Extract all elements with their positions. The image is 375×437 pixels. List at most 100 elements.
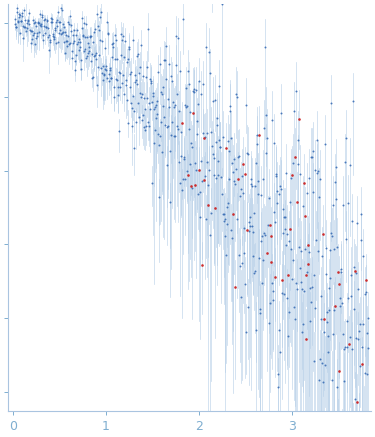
Point bbox=[138, 42, 144, 49]
Point bbox=[95, 63, 101, 70]
Point bbox=[285, 333, 291, 340]
Point bbox=[222, 215, 228, 222]
Point bbox=[356, 327, 362, 334]
Point bbox=[239, 173, 245, 180]
Point bbox=[193, 87, 199, 94]
Point bbox=[15, 17, 21, 24]
Point bbox=[108, 75, 114, 82]
Point bbox=[45, 24, 51, 31]
Point bbox=[47, 37, 53, 44]
Point bbox=[113, 76, 119, 83]
Point bbox=[209, 142, 215, 149]
Point bbox=[276, 191, 282, 198]
Point bbox=[123, 76, 129, 83]
Point bbox=[209, 128, 214, 135]
Point bbox=[171, 133, 177, 140]
Point bbox=[69, 48, 75, 55]
Point bbox=[183, 103, 189, 110]
Point bbox=[156, 141, 162, 148]
Point bbox=[143, 73, 149, 80]
Point bbox=[86, 48, 92, 55]
Point bbox=[267, 300, 273, 307]
Point bbox=[30, 31, 36, 38]
Point bbox=[178, 153, 184, 160]
Point bbox=[77, 38, 83, 45]
Point bbox=[185, 68, 191, 75]
Point bbox=[20, 13, 26, 20]
Point bbox=[305, 242, 311, 249]
Point bbox=[162, 56, 168, 63]
Point bbox=[48, 15, 54, 22]
Point bbox=[54, 23, 60, 30]
Point bbox=[177, 180, 183, 187]
Point bbox=[124, 120, 130, 127]
Point bbox=[224, 220, 230, 227]
Point bbox=[242, 281, 248, 288]
Point bbox=[278, 110, 284, 117]
Point bbox=[211, 154, 217, 161]
Point bbox=[264, 135, 270, 142]
Point bbox=[251, 210, 257, 217]
Point bbox=[251, 252, 257, 259]
Point bbox=[315, 248, 321, 255]
Point bbox=[88, 50, 94, 57]
Point bbox=[312, 166, 318, 173]
Point bbox=[153, 114, 159, 121]
Point bbox=[334, 384, 340, 391]
Point bbox=[206, 49, 212, 55]
Point bbox=[261, 229, 267, 236]
Point bbox=[186, 80, 192, 87]
Point bbox=[330, 331, 336, 338]
Point bbox=[350, 428, 356, 435]
Point bbox=[239, 260, 245, 267]
Point bbox=[40, 23, 46, 30]
Point bbox=[153, 102, 159, 109]
Point bbox=[174, 35, 180, 42]
Point bbox=[213, 174, 219, 181]
Point bbox=[267, 259, 273, 266]
Point bbox=[134, 53, 140, 60]
Point bbox=[81, 20, 87, 27]
Point bbox=[88, 32, 94, 39]
Point bbox=[93, 55, 99, 62]
Point bbox=[192, 181, 198, 188]
Point bbox=[104, 19, 110, 26]
Point bbox=[68, 21, 74, 28]
Point bbox=[219, 1, 225, 8]
Point bbox=[38, 20, 44, 27]
Point bbox=[37, 22, 43, 29]
Point bbox=[303, 271, 309, 278]
Point bbox=[184, 167, 190, 174]
Point bbox=[205, 202, 211, 209]
Point bbox=[266, 319, 272, 326]
Point bbox=[347, 162, 353, 169]
Point bbox=[171, 104, 177, 111]
Point bbox=[30, 20, 36, 27]
Point bbox=[216, 136, 222, 143]
Point bbox=[96, 52, 102, 59]
Point bbox=[64, 38, 70, 45]
Point bbox=[32, 41, 38, 48]
Point bbox=[302, 180, 307, 187]
Point bbox=[359, 361, 365, 368]
Point bbox=[244, 149, 250, 156]
Point bbox=[354, 219, 360, 226]
Point bbox=[264, 112, 270, 119]
Point bbox=[116, 128, 122, 135]
Point bbox=[121, 90, 127, 97]
Point bbox=[170, 118, 176, 125]
Point bbox=[323, 271, 329, 277]
Point bbox=[327, 247, 333, 254]
Point bbox=[187, 108, 193, 115]
Point bbox=[290, 257, 296, 264]
Point bbox=[67, 13, 73, 20]
Point bbox=[166, 60, 172, 67]
Point bbox=[28, 35, 34, 42]
Point bbox=[110, 53, 116, 60]
Point bbox=[100, 62, 106, 69]
Point bbox=[238, 294, 244, 301]
Point bbox=[308, 299, 314, 306]
Point bbox=[274, 199, 280, 206]
Point bbox=[249, 183, 255, 190]
Point bbox=[187, 161, 193, 168]
